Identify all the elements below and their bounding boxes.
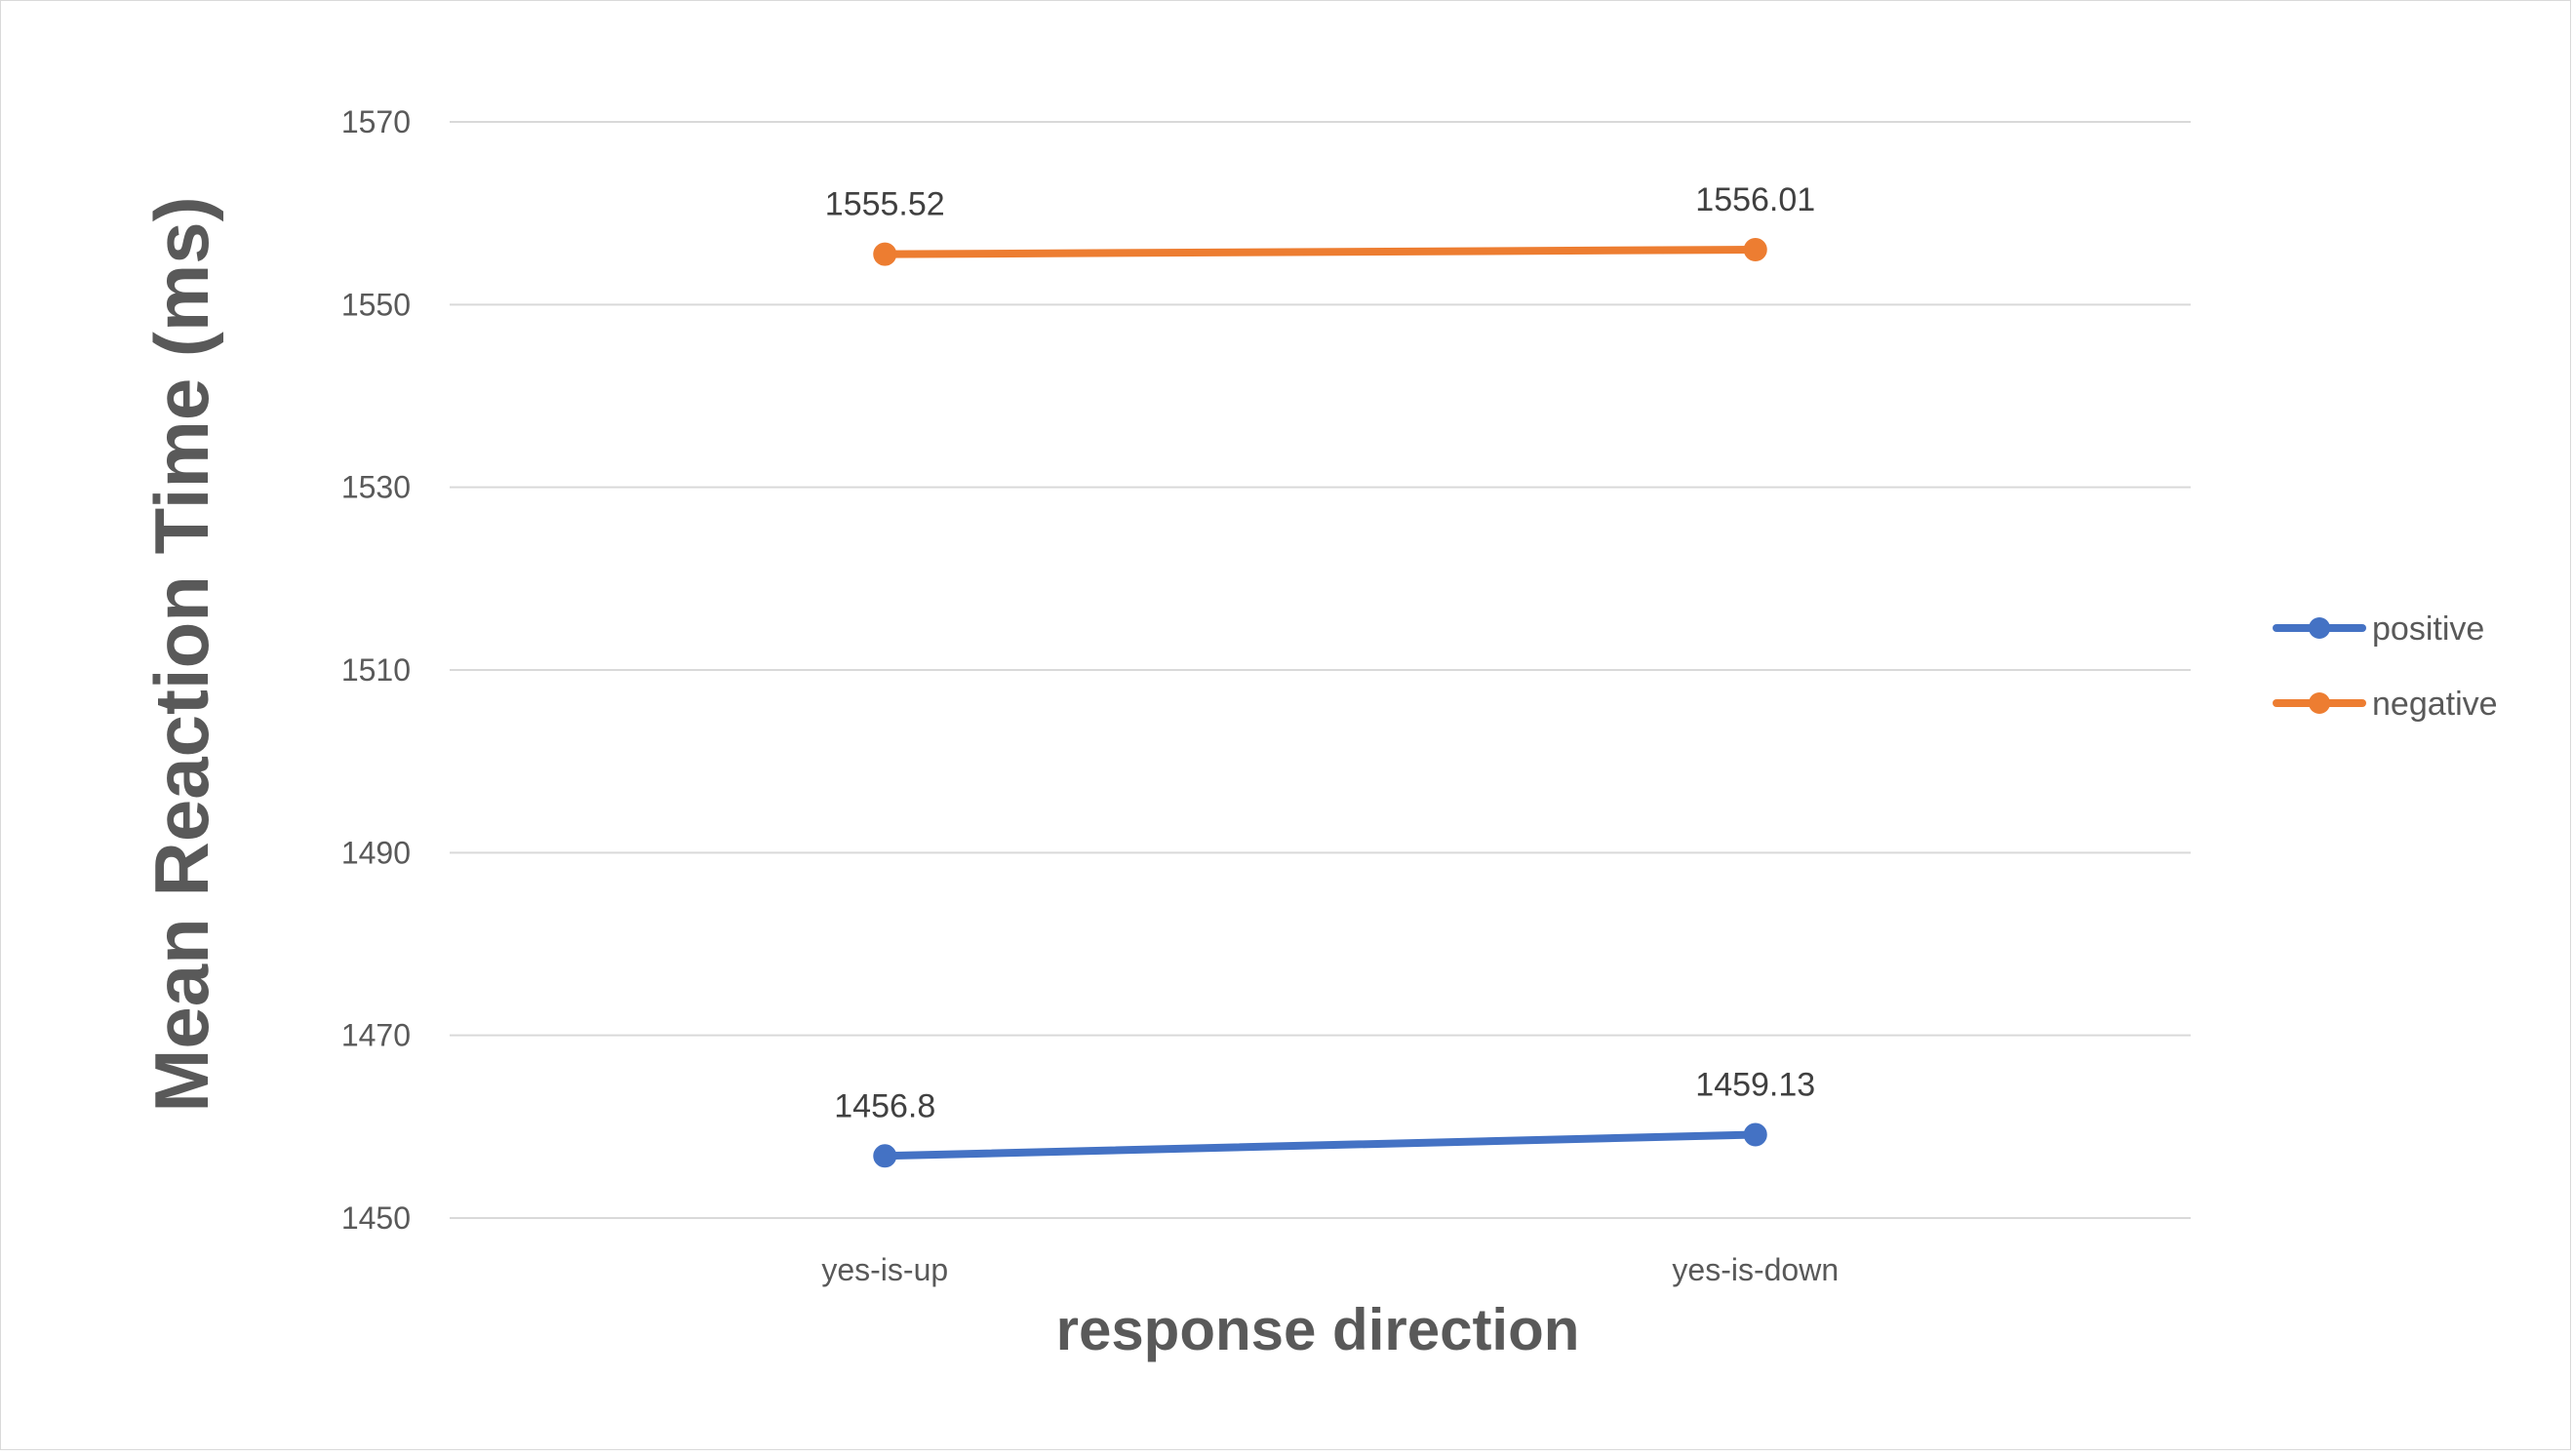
legend-marker-negative — [2309, 692, 2330, 714]
x-tick-label: yes-is-up — [821, 1252, 948, 1287]
data-label: 1459.13 — [1695, 1066, 1815, 1103]
y-tick-labels: 1450 1470 1490 1510 1530 1550 1570 — [341, 104, 411, 1236]
legend-label-negative: negative — [2372, 686, 2498, 723]
y-axis-title: Mean Reaction Time (ms) — [139, 196, 224, 1112]
data-point — [1743, 1122, 1767, 1147]
x-tick-labels: yes-is-up yes-is-down — [821, 1252, 1839, 1287]
gridlines — [450, 121, 2191, 1219]
data-point — [873, 242, 897, 266]
data-labels: 1456.8 1459.13 1555.52 1556.01 — [825, 181, 1815, 1124]
y-tick-label: 1510 — [341, 652, 411, 688]
series-group — [873, 238, 1767, 1168]
legend-marker-positive — [2309, 617, 2330, 639]
legend: positive negative — [2273, 610, 2498, 723]
series-line-negative — [881, 246, 1760, 258]
data-label: 1555.52 — [825, 186, 945, 223]
data-point — [873, 1144, 897, 1168]
data-label: 1556.01 — [1695, 181, 1815, 218]
y-tick-label: 1490 — [341, 835, 411, 870]
y-tick-label: 1570 — [341, 104, 411, 139]
series-line-positive — [881, 1130, 1760, 1161]
y-tick-label: 1450 — [341, 1200, 411, 1236]
y-tick-label: 1470 — [341, 1018, 411, 1053]
x-axis-title: response direction — [1056, 1297, 1580, 1362]
data-point — [1743, 238, 1767, 262]
y-tick-label: 1530 — [341, 470, 411, 505]
legend-label-positive: positive — [2372, 610, 2484, 648]
data-label: 1456.8 — [834, 1087, 935, 1124]
x-tick-label: yes-is-down — [1672, 1252, 1839, 1287]
y-tick-label: 1550 — [341, 287, 411, 322]
